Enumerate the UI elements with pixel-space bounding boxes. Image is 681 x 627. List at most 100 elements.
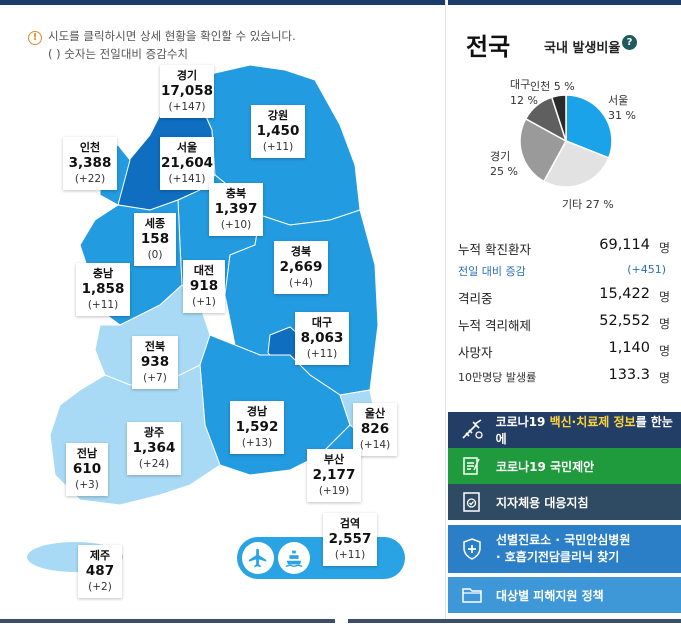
stats-table: 누적 확진환자 69,114 명 전일 대비 증감 (+451) 격리중 15,… <box>458 233 670 390</box>
region-chungnam[interactable]: 충남 1,858 (+11) <box>76 263 130 316</box>
region-seoul[interactable]: 서울 21,604 (+141) <box>160 137 214 190</box>
guide-label: 지자체용 대응지침 <box>496 495 589 510</box>
document-pen-icon <box>458 454 486 478</box>
region-value: 17,058 <box>160 83 214 99</box>
stat-value: 69,114 <box>599 237 650 253</box>
region-value: 1,364 <box>132 440 176 456</box>
region-name: 울산 <box>364 407 386 420</box>
bottom-border <box>348 619 681 627</box>
region-gyeongnam[interactable]: 경남 1,592 (+13) <box>230 401 284 454</box>
region-increase: (+11) <box>87 299 119 311</box>
ratio-pie-chart <box>519 94 613 188</box>
stat-released: 누적 격리해제 52,552 명 <box>458 309 670 336</box>
info-line-1: 시도를 클릭하시면 상세 현황을 확인할 수 있습니다. <box>48 29 296 43</box>
region-gangwon[interactable]: 강원 1,450 (+11) <box>251 105 305 158</box>
pie-label-incheon: 인천 5 % <box>530 80 575 93</box>
region-increase: (+19) <box>318 485 350 497</box>
region-increase: (+2) <box>88 581 112 593</box>
region-value: 3,388 <box>68 155 112 171</box>
vaccine-info-button[interactable]: 코로나19 백신·치료제 정보를 한눈에 <box>448 412 681 448</box>
region-increase: (+22) <box>74 173 106 185</box>
region-ulsan[interactable]: 울산 826 (+14) <box>353 403 397 456</box>
stat-deaths: 사망자 1,140 명 <box>458 336 670 363</box>
region-daejeon[interactable]: 대전 918 (+1) <box>183 260 225 313</box>
stat-value: 15,422 <box>599 286 650 302</box>
region-gyeonggi[interactable]: 경기 17,058 (+147) <box>160 65 214 118</box>
stat-isolated: 격리중 15,422 명 <box>458 282 670 309</box>
region-gwangju[interactable]: 광주 1,364 (+24) <box>127 422 181 475</box>
stat-value: 1,140 <box>608 340 650 356</box>
region-quarantine[interactable]: 검역 2,557 (+11) <box>323 513 377 566</box>
region-jeju[interactable]: 제주 487 (+2) <box>78 545 122 598</box>
region-name: 대전 <box>193 264 215 277</box>
region-jeonnam[interactable]: 전남 610 (+3) <box>66 443 108 496</box>
summary-panel: 전국 국내 발생비율 ? 대구 인천 5 % 12 % 서울 31 % 경기 25 … <box>448 5 681 617</box>
region-value: 21,604 <box>160 155 214 171</box>
ship-icon[interactable] <box>278 542 310 574</box>
medical-shield-icon <box>458 537 486 561</box>
pie-label-gyeonggi: 경기 25 % <box>490 150 518 178</box>
stat-unit: 명 <box>658 344 670 358</box>
stat-rate: 10만명당 발생률 133.3 명 <box>458 363 670 390</box>
region-name: 서울 <box>176 141 198 154</box>
region-value: 826 <box>360 421 390 437</box>
stat-unit: 명 <box>658 290 670 304</box>
stat-unit: 명 <box>658 317 670 331</box>
region-value: 1,450 <box>256 123 300 139</box>
stat-label: 누적 격리해제 <box>458 318 531 333</box>
region-name: 검역 <box>339 517 361 530</box>
pie-label-daegu: 대구 <box>510 78 531 91</box>
pie-slice <box>565 94 613 159</box>
clinic-finder-label: 선별진료소 · 국민안심병원 · 호흡기전담클리닉 찾기 <box>496 533 631 564</box>
region-increase: (+4) <box>289 277 313 289</box>
region-chungbuk[interactable]: 충북 1,397 (+10) <box>209 183 263 236</box>
help-icon[interactable]: ? <box>622 35 637 50</box>
region-incheon[interactable]: 인천 3,388 (+22) <box>63 137 117 190</box>
region-value: 158 <box>140 231 170 247</box>
region-busan[interactable]: 부산 2,177 (+19) <box>307 449 361 502</box>
stat-daily-change: 전일 대비 증감 (+451) <box>458 260 670 282</box>
region-increase: (+3) <box>75 479 99 491</box>
region-daegu[interactable]: 대구 8,063 (+11) <box>295 312 349 365</box>
region-increase: (+14) <box>359 439 391 451</box>
region-value: 1,397 <box>214 201 258 217</box>
region-increase: (+7) <box>143 372 167 384</box>
region-name: 전남 <box>76 447 98 460</box>
guide-button[interactable]: 지자체용 대응지침 <box>448 484 681 520</box>
info-text: ! 시도를 클릭하시면 상세 현황을 확인할 수 있습니다. ( ) 숫자는 전일… <box>28 27 296 63</box>
info-icon: ! <box>28 31 42 45</box>
panel-divider <box>445 0 448 627</box>
page-title: 전국 <box>466 33 511 61</box>
region-increase: (+11) <box>262 141 294 153</box>
region-value: 938 <box>140 354 170 370</box>
region-value: 1,858 <box>81 281 125 297</box>
stat-confirmed: 누적 확진환자 69,114 명 <box>458 233 670 260</box>
region-name: 전북 <box>144 340 166 353</box>
region-value: 2,177 <box>312 467 356 483</box>
clinic-finder-button[interactable]: 선별진료소 · 국민안심병원 · 호흡기전담클리닉 찾기 <box>448 525 681 573</box>
region-name: 대구 <box>311 316 333 329</box>
info-line-2: ( ) 숫자는 전일대비 증감수치 <box>48 47 188 61</box>
transport-bar <box>237 537 405 579</box>
syringe-icon <box>458 418 486 442</box>
support-policy-button[interactable]: 대상별 피해지원 정책 <box>448 577 681 613</box>
region-sejong[interactable]: 세종 158 (0) <box>134 213 176 266</box>
region-jeonbuk[interactable]: 전북 938 (+7) <box>132 336 178 389</box>
airplane-icon[interactable] <box>242 542 274 574</box>
map-panel: ! 시도를 클릭하시면 상세 현황을 확인할 수 있습니다. ( ) 숫자는 전일… <box>0 5 445 617</box>
region-name: 인천 <box>79 141 101 154</box>
region-increase: (+11) <box>334 549 366 561</box>
proposal-button[interactable]: 코로나19 국민제안 <box>448 448 681 484</box>
region-gyeongbuk[interactable]: 경북 2,669 (+4) <box>274 241 328 294</box>
region-name: 경남 <box>246 405 268 418</box>
region-increase: (+1) <box>192 296 216 308</box>
proposal-label: 코로나19 국민제안 <box>496 459 595 474</box>
pie-slice <box>519 117 568 183</box>
region-value: 487 <box>85 563 115 579</box>
stat-value: (+451) <box>627 263 666 276</box>
region-name: 충북 <box>225 187 247 200</box>
bottom-border <box>0 619 335 627</box>
region-value: 918 <box>189 278 219 294</box>
pie-label-daegu-pct: 12 % <box>510 94 538 107</box>
